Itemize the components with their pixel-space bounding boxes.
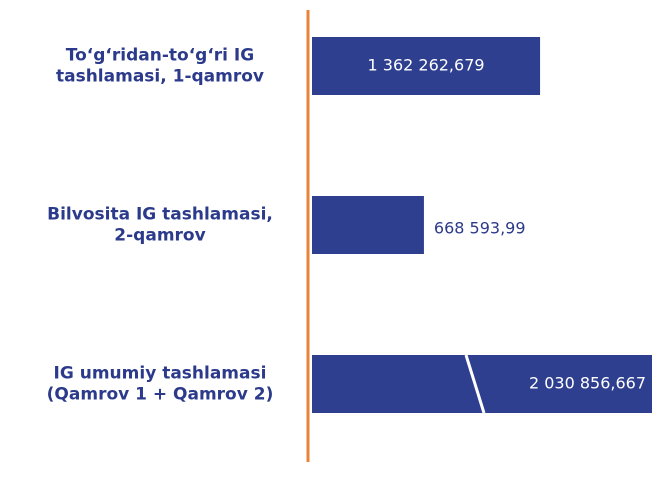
category-label: tashlamasi, 1-qamrov (56, 67, 264, 87)
value-label: 668 593,99 (434, 219, 526, 238)
value-label: 2 030 856,667 (529, 374, 646, 393)
axis-break (464, 354, 486, 414)
bar (312, 37, 541, 95)
category-label: 2-qamrov (114, 226, 205, 246)
category-label: To‘g‘ridan-to‘g‘ri IG (66, 46, 254, 66)
category-label: (Qamrov 1 + Qamrov 2) (47, 385, 274, 405)
category-label: IG umumiy tashlamasi (54, 364, 267, 384)
category-label: Bilvosita IG tashlamasi, (47, 205, 273, 225)
value-label: 1 362 262,679 (368, 56, 485, 75)
bar (312, 196, 424, 254)
